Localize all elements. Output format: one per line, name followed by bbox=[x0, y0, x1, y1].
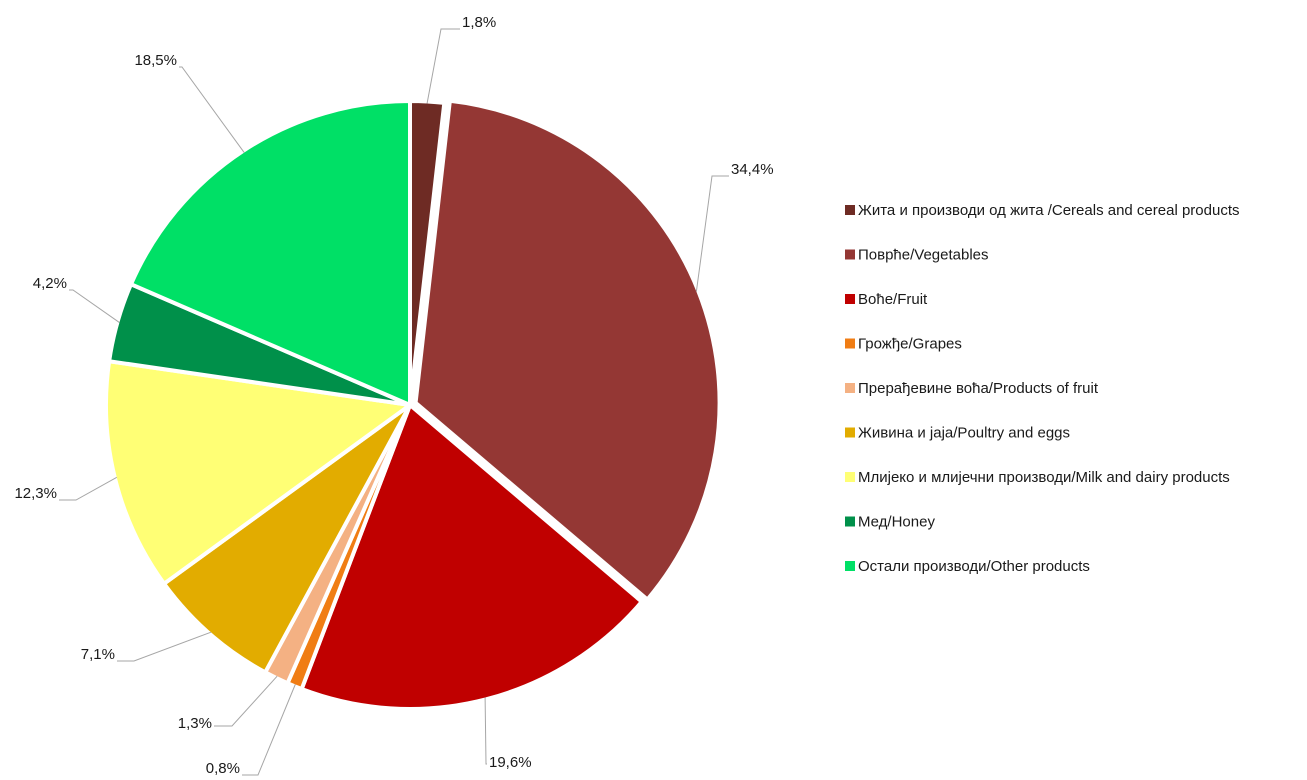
data-label: 34,4% bbox=[731, 161, 774, 178]
leader-line bbox=[695, 175, 729, 292]
legend-swatch bbox=[845, 383, 855, 393]
leader-line bbox=[214, 675, 278, 727]
data-labels: 1,8% 34,4% 19,6% 0,8% 1,3% 7,1% 12,3% 4,2% 18,5% bbox=[14, 14, 773, 777]
legend-label: Мед/Honey bbox=[858, 514, 935, 531]
pie-slice bbox=[104, 358, 416, 587]
data-label: 1,8% bbox=[462, 14, 496, 31]
data-label: 18,5% bbox=[134, 52, 177, 69]
leader-lines bbox=[59, 28, 729, 776]
legend-label: Воће/Fruit bbox=[858, 291, 928, 308]
leader-line bbox=[426, 28, 460, 104]
leader-line bbox=[69, 289, 120, 323]
legend-swatch bbox=[845, 294, 855, 304]
legend-label: Жита и производи од жита /Cereals and ce… bbox=[858, 202, 1240, 219]
leader-line bbox=[242, 684, 296, 776]
legend-label: Живина и jaja/Poultry and eggs bbox=[858, 425, 1070, 442]
pie-slice bbox=[413, 98, 722, 603]
legend-swatch bbox=[845, 472, 855, 482]
pie-slice bbox=[161, 403, 412, 676]
legend-swatch bbox=[845, 249, 855, 260]
legend-swatch bbox=[845, 205, 855, 215]
leader-line bbox=[179, 66, 245, 153]
legend-label: Поврће/Vegetables bbox=[858, 247, 989, 264]
leader-line bbox=[484, 697, 487, 765]
legend-swatch bbox=[845, 427, 855, 438]
data-label: 7,1% bbox=[81, 646, 115, 663]
pie-slices bbox=[104, 98, 722, 711]
legend-label: Грожђе/Grapes bbox=[858, 336, 962, 353]
leader-line bbox=[59, 476, 118, 501]
data-label: 19,6% bbox=[489, 754, 532, 771]
legend: Жита и производи од жита /Cereals and ce… bbox=[845, 202, 1240, 575]
data-label: 4,2% bbox=[33, 275, 67, 292]
data-label: 1,3% bbox=[178, 715, 212, 732]
legend-swatch bbox=[845, 338, 855, 349]
data-label: 12,3% bbox=[14, 485, 57, 502]
legend-label: Прерађевине воћа/Products of fruit bbox=[858, 380, 1099, 397]
legend-swatch bbox=[845, 561, 855, 571]
legend-label: Остали производи/Other products bbox=[858, 558, 1090, 575]
data-label: 0,8% bbox=[206, 760, 240, 777]
leader-line bbox=[117, 631, 212, 662]
legend-swatch bbox=[845, 516, 855, 527]
legend-label: Млијеко и млијечни производи/Milk and da… bbox=[858, 469, 1230, 486]
